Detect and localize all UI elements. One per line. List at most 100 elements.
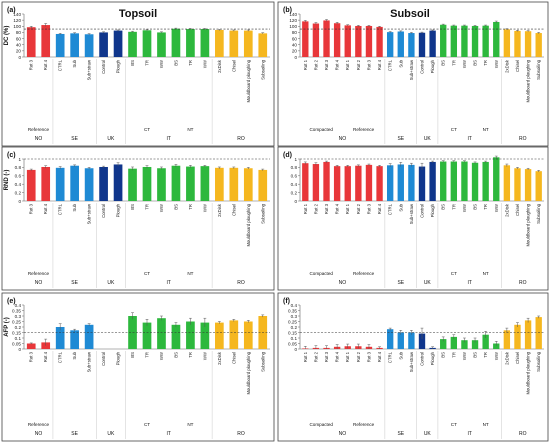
category-label: Rot 1 [345,351,350,362]
category-label: Rot 4 [377,59,382,70]
category-label: Rot 3 [29,59,34,70]
bar [365,25,373,57]
bar [376,166,383,201]
subgroup-label: NT [187,127,193,132]
category-label: Rot 3 [366,351,371,362]
y-tick-label: 0.2 [15,190,22,195]
category-label: CTRL [388,351,393,363]
bar [128,31,137,57]
y-tick-label: 60 [292,36,298,41]
y-tick-label: 0.2 [15,325,22,330]
bar [200,166,210,201]
category-label: Chisel [515,60,520,72]
y-tick-label: 100 [289,24,297,29]
category-label: Subsoiling [260,351,265,371]
group-label: IT [166,280,170,286]
subgroup-label: Reference [353,127,375,132]
group-label: SE [397,136,404,142]
bar [41,25,51,57]
bar [440,339,447,349]
category-label: WW [202,203,207,212]
bar [302,163,309,201]
group-label: IT [166,136,170,142]
category-label: Sub [398,59,403,67]
bar [70,165,79,201]
category-label: Subsoiling [536,351,541,371]
category-label: WW [494,203,499,212]
bar [386,165,394,201]
bar [493,343,500,349]
category-label: Control [101,204,106,218]
category-label: Rot 3 [324,351,329,362]
group-label: UK [424,136,432,142]
category-label: WW [462,351,467,360]
category-label: Sub [72,351,77,359]
category-label: Rot 2 [313,351,318,362]
bar [70,33,79,57]
bar [26,343,36,349]
y-tick-label: 0 [18,347,21,352]
group-label: NO [339,280,347,286]
y-tick-label: 0.05 [12,341,21,346]
panel-frame [277,1,549,147]
y-axis-title: DC (%) [4,26,10,46]
category-label: Sub+straw [409,203,414,224]
bar [333,23,341,57]
category-label: TR [145,60,150,66]
group-label: UK [424,280,432,286]
category-label: Sub+straw [87,59,92,80]
bar [535,317,542,349]
bar [397,164,404,201]
y-tick-label: 120 [289,18,297,23]
bar [142,30,152,57]
subgroup-label: NT [483,127,489,132]
category-label: WW [159,351,164,360]
category-label: TR [451,352,456,358]
category-label: Rot 4 [43,203,48,214]
bar [524,169,532,201]
bar [243,168,253,201]
category-label: Mouldboard ploughing [246,351,251,394]
group-label: RO [519,431,527,437]
y-tick-label: 0.15 [288,330,297,335]
group-label: SE [71,136,78,142]
bar [344,166,351,201]
y-axis-title: RND (-) [4,170,10,191]
category-label: CTRL [58,59,63,71]
bar [142,166,152,201]
category-label: Mouldboard ploughing [526,203,531,246]
bar [323,161,330,201]
category-label: Rot 3 [29,351,34,362]
y-tick-label: 0 [18,199,21,204]
subgroup-label: Reference [28,127,50,132]
category-label: Subsoiling [536,59,541,79]
bar [229,167,239,201]
bar [200,322,210,349]
category-label: Control [420,60,425,74]
subgroup-label: CT [451,271,457,276]
subgroup-label: NT [483,271,489,276]
subgroup-label: Reference [353,271,375,276]
category-label: Sub [398,203,403,211]
category-label: WW [159,59,164,68]
category-label: BS [441,60,446,66]
panel-frame [1,1,275,147]
bar [26,169,36,201]
bar [461,25,468,57]
category-label: BS [130,204,135,210]
bar [386,329,394,349]
bar [418,32,426,57]
category-label: Rot 2 [356,203,361,214]
subgroup-label: NT [483,422,489,427]
bar [418,166,426,201]
bar [186,166,195,201]
category-label: TR [451,204,456,210]
category-label: Rot 3 [324,203,329,214]
bar [503,165,511,201]
topsoil-header: Topsoil [119,8,157,20]
y-tick-label: 0 [294,55,297,60]
bar [482,334,489,349]
category-label: CTRL [58,351,63,363]
category-label: CTRL [58,203,63,215]
category-label: Chisel [231,204,236,216]
